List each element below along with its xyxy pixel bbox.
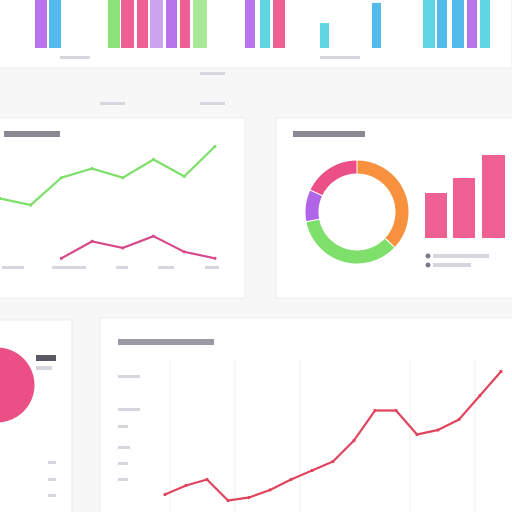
title-placeholder — [4, 131, 60, 137]
point — [205, 477, 209, 482]
point — [59, 176, 64, 180]
bar — [452, 0, 464, 48]
legend-dot — [425, 262, 431, 268]
point — [0, 196, 2, 201]
line — [0, 145, 216, 207]
point — [499, 369, 503, 374]
point — [226, 498, 230, 503]
label-placeholder — [118, 462, 128, 465]
label-placeholder — [158, 266, 174, 269]
trend-panel — [99, 317, 512, 512]
bar — [425, 193, 447, 238]
bar — [35, 0, 47, 48]
point — [268, 488, 272, 492]
point — [213, 256, 217, 260]
label-placeholder — [205, 266, 219, 269]
bar — [193, 0, 207, 48]
point — [59, 256, 64, 260]
bar — [150, 0, 163, 48]
bar — [423, 0, 435, 48]
bar — [437, 0, 447, 48]
bar — [482, 155, 505, 238]
line — [60, 235, 216, 260]
label-placeholder — [60, 56, 90, 59]
point — [373, 408, 377, 413]
value-placeholder — [36, 355, 56, 361]
point — [436, 428, 440, 432]
title-placeholder — [118, 339, 214, 345]
point — [247, 495, 251, 500]
bar — [166, 0, 177, 48]
bar — [453, 178, 475, 238]
legend-dot — [425, 253, 431, 259]
label-placeholder — [48, 494, 56, 497]
point — [90, 167, 94, 171]
bar — [467, 0, 477, 48]
point — [121, 246, 125, 250]
label-placeholder — [116, 266, 128, 269]
label-placeholder — [200, 72, 225, 75]
label-placeholder — [118, 446, 130, 449]
point — [331, 459, 335, 464]
point — [182, 174, 186, 178]
label-placeholder — [118, 425, 128, 428]
point — [310, 468, 314, 473]
point — [213, 144, 217, 149]
bar — [108, 0, 120, 48]
bar — [180, 0, 190, 48]
bar — [49, 0, 61, 48]
slice — [309, 159, 358, 197]
point — [478, 393, 482, 398]
point — [90, 239, 94, 243]
point — [163, 492, 167, 497]
bar — [137, 0, 148, 48]
label-placeholder — [2, 266, 24, 269]
slice — [0, 346, 36, 424]
legend-placeholder — [433, 254, 489, 258]
point — [184, 483, 188, 488]
bar — [372, 2, 381, 48]
bar — [320, 23, 329, 48]
point — [151, 234, 156, 238]
label-placeholder — [118, 478, 128, 481]
point — [415, 432, 419, 437]
label-placeholder — [36, 366, 52, 370]
label-placeholder — [118, 375, 140, 378]
point — [352, 438, 356, 443]
point — [457, 417, 461, 422]
point — [151, 157, 156, 162]
label-placeholder — [200, 102, 225, 105]
title-placeholder — [293, 131, 365, 137]
label-placeholder — [118, 408, 140, 411]
bar — [260, 0, 270, 48]
bar — [273, 0, 285, 48]
line-panel — [0, 117, 246, 299]
legend-placeholder — [433, 263, 471, 267]
bar — [480, 0, 490, 48]
point — [289, 477, 293, 482]
label-placeholder — [320, 56, 360, 59]
label-placeholder — [100, 102, 125, 105]
label-placeholder — [52, 266, 86, 269]
point — [29, 203, 33, 207]
point — [394, 408, 398, 413]
label-placeholder — [48, 478, 56, 481]
bar — [245, 0, 255, 48]
bar — [121, 0, 134, 48]
label-placeholder — [48, 461, 56, 464]
point — [182, 250, 186, 254]
point — [121, 176, 125, 180]
